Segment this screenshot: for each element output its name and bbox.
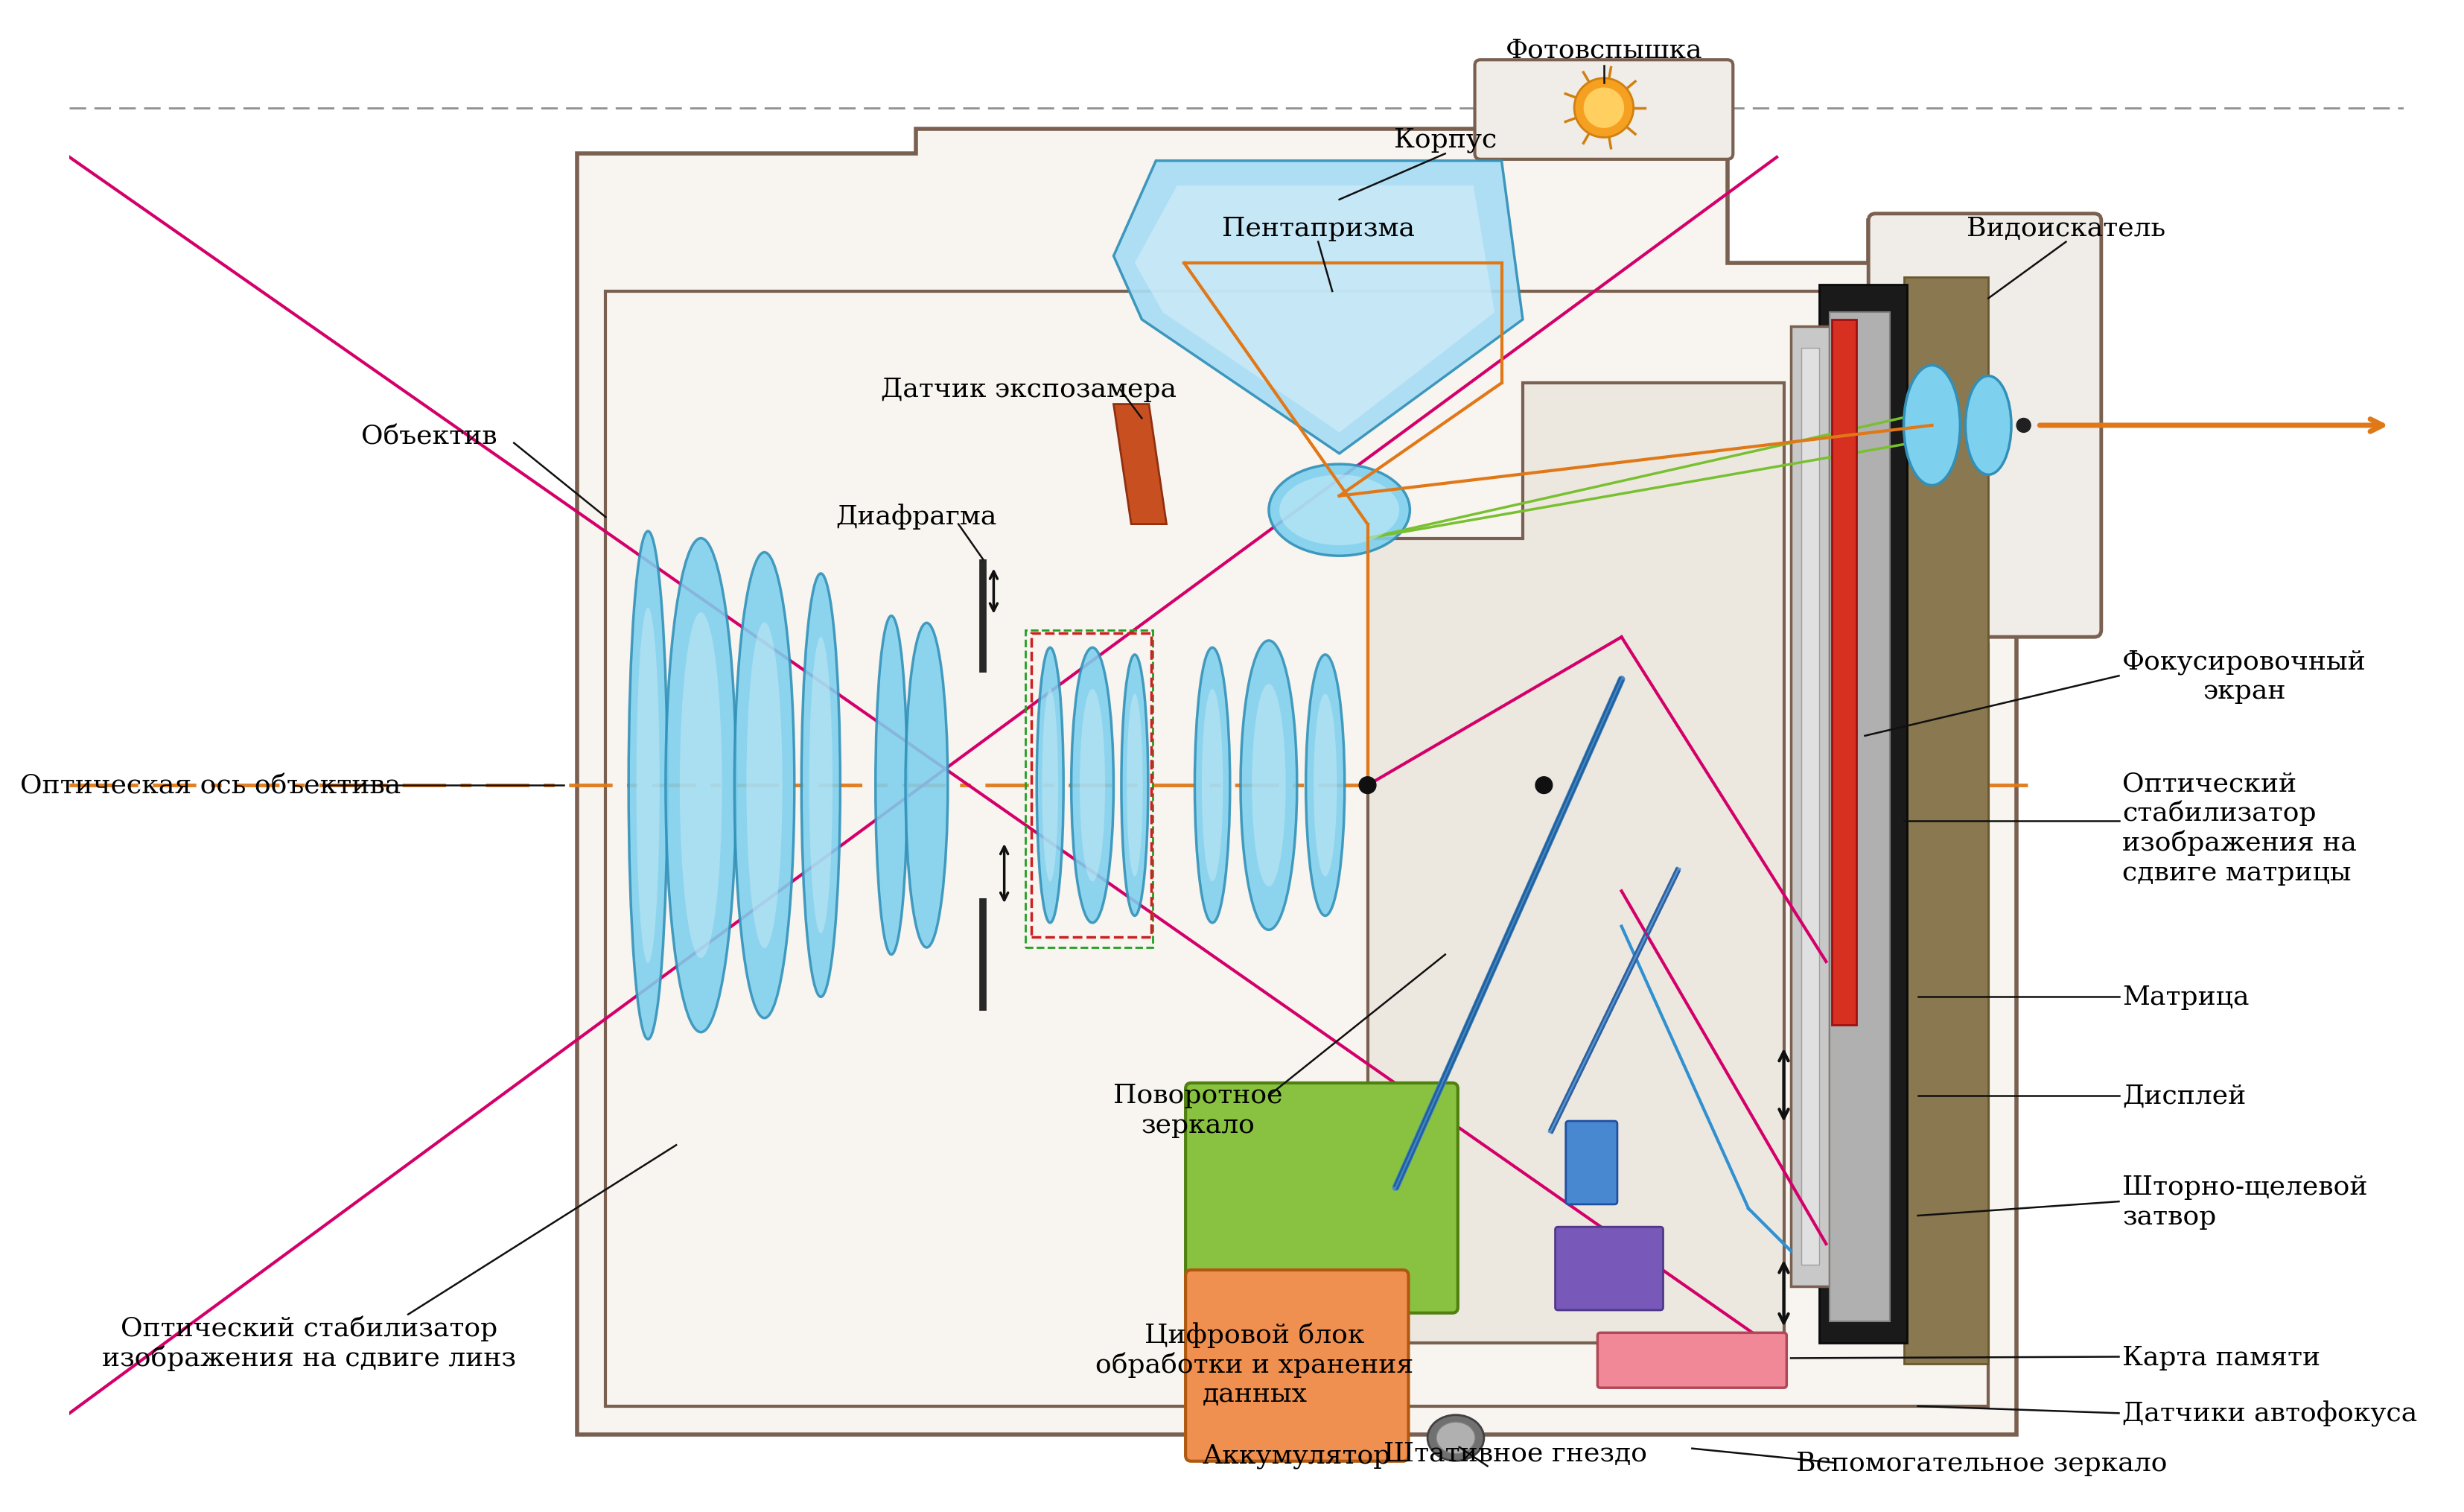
FancyBboxPatch shape [1185,1083,1459,1312]
Ellipse shape [1279,475,1400,546]
Ellipse shape [1427,1415,1483,1461]
Text: Видоискатель: Видоискатель [1966,216,2166,240]
Bar [1831,313,1890,1321]
Ellipse shape [747,623,784,948]
Text: Дисплей: Дисплей [2122,1083,2247,1108]
Ellipse shape [801,575,840,996]
Polygon shape [577,130,2094,1435]
Text: Датчики автофокуса: Датчики автофокуса [2122,1400,2417,1426]
FancyBboxPatch shape [1185,1270,1409,1461]
Text: Матрица: Матрица [2122,984,2250,1010]
Ellipse shape [680,612,722,959]
Bar [1831,321,1855,1025]
Bar [1905,278,1988,1364]
FancyBboxPatch shape [1565,1122,1616,1205]
Circle shape [1535,777,1552,794]
Text: Штативное гнездо: Штативное гнездо [1385,1441,1648,1467]
Ellipse shape [734,553,793,1018]
Ellipse shape [808,638,833,933]
Text: Оптический
стабилизатор
изображения на
сдвиге матрицы: Оптический стабилизатор изображения на с… [2122,771,2358,885]
Text: Фотовспышка: Фотовспышка [1506,38,1703,62]
Ellipse shape [1313,694,1338,877]
Ellipse shape [1905,366,1961,485]
Ellipse shape [875,617,907,954]
Text: Оптическая ось объектива: Оптическая ось объектива [20,773,402,798]
Polygon shape [606,292,1988,1406]
Circle shape [1360,777,1375,794]
Ellipse shape [1966,376,2011,475]
Text: Оптический стабилизатор
изображения на сдвиге линз: Оптический стабилизатор изображения на с… [103,1315,517,1370]
Text: Аккумулятор: Аккумулятор [1202,1442,1392,1468]
Text: Вспомогательное зеркало: Вспомогательное зеркало [1796,1450,2166,1476]
Bar [1801,348,1818,1266]
Text: Пентапризма: Пентапризма [1222,216,1414,240]
FancyBboxPatch shape [1868,215,2102,638]
Ellipse shape [1037,649,1064,922]
Ellipse shape [628,532,668,1039]
Text: Шторно-щелевой
затвор: Шторно-щелевой затвор [2122,1175,2368,1229]
Ellipse shape [1269,464,1409,556]
Text: Диафрагма: Диафрагма [835,503,995,529]
Ellipse shape [1202,689,1222,881]
Ellipse shape [1239,641,1296,930]
Circle shape [2016,419,2030,432]
Text: Цифровой блок
обработки и хранения
данных: Цифровой блок обработки и хранения данны… [1096,1321,1414,1406]
Text: Объектив: Объектив [362,423,498,449]
Text: Датчик экспозамера: Датчик экспозамера [882,376,1178,402]
Bar [1818,284,1907,1343]
Polygon shape [1114,162,1523,454]
Ellipse shape [1072,649,1114,922]
Bar [1791,327,1831,1287]
Ellipse shape [1437,1423,1476,1453]
FancyBboxPatch shape [1597,1332,1786,1388]
Text: Поворотное
зеркало: Поворотное зеркало [1114,1083,1284,1137]
FancyBboxPatch shape [1476,60,1732,160]
Ellipse shape [904,623,949,948]
Polygon shape [1136,186,1496,432]
Circle shape [1584,89,1624,129]
Text: Карта памяти: Карта памяти [2122,1344,2321,1370]
Ellipse shape [636,608,660,963]
Polygon shape [1368,384,1784,1343]
Circle shape [1574,79,1634,138]
Bar [1030,634,1151,937]
Text: Фокусировочный
экран: Фокусировочный экран [2122,649,2365,703]
Ellipse shape [1306,655,1345,916]
Ellipse shape [1252,685,1286,886]
Ellipse shape [1079,689,1106,881]
FancyBboxPatch shape [1555,1228,1663,1311]
Ellipse shape [665,538,737,1033]
Bar [1025,631,1153,948]
Ellipse shape [1042,689,1057,881]
Polygon shape [1114,405,1165,525]
Ellipse shape [1126,694,1143,877]
Ellipse shape [1195,649,1230,922]
Text: Корпус: Корпус [1395,127,1496,153]
Ellipse shape [1121,655,1148,916]
